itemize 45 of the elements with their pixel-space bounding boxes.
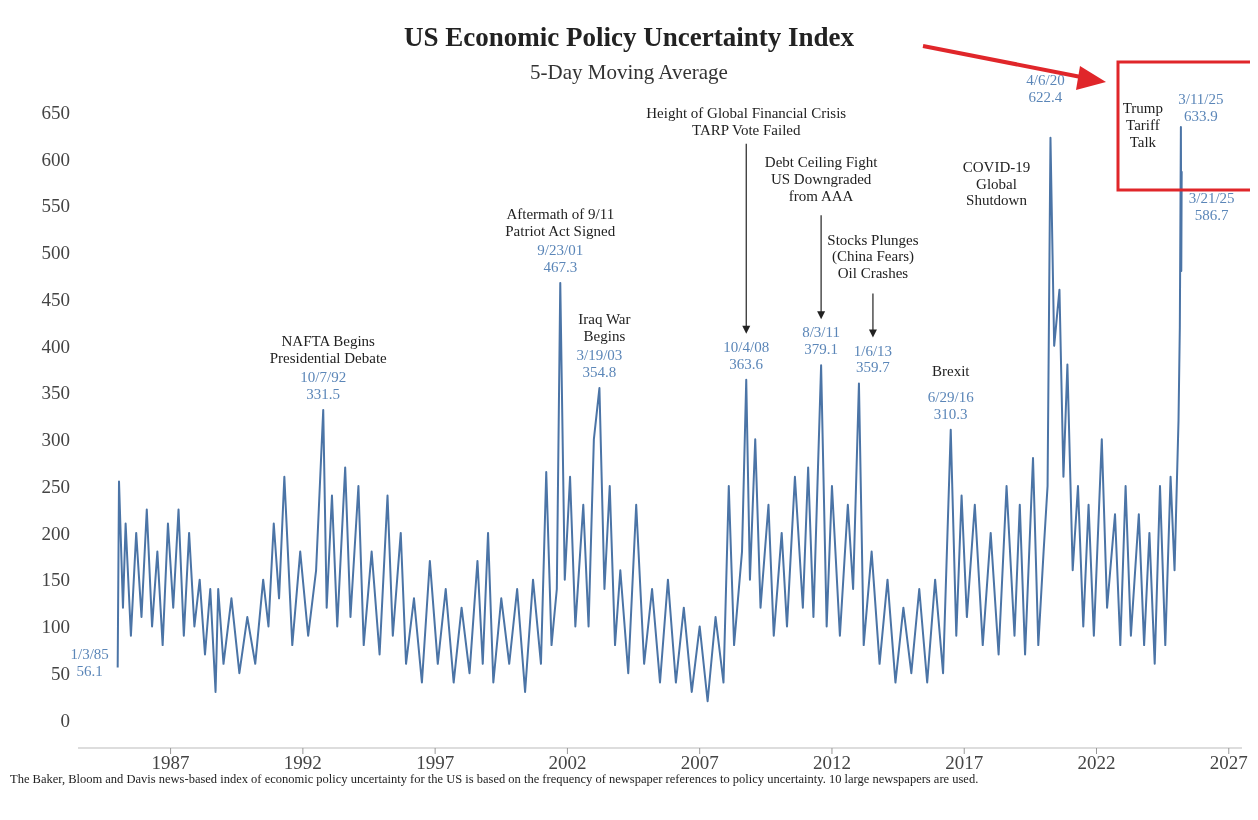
- y-tick-label: 150: [41, 569, 70, 591]
- annotation: Debt Ceiling Fight US Downgraded from AAA: [764, 154, 879, 204]
- annotation: 3/11/25 633.9: [1178, 91, 1224, 124]
- annotation: 1/3/85 56.1: [70, 646, 109, 680]
- y-tick-label: 300: [41, 429, 70, 451]
- x-tick-label: 1987: [151, 752, 190, 774]
- annotation: COVID-19 Global Shutdown: [962, 158, 1031, 209]
- annotation: 3/21/25 586.7: [1188, 190, 1235, 223]
- x-tick-label: 1992: [283, 752, 322, 774]
- y-tick-label: 400: [41, 335, 70, 357]
- annotation: Brexit 6/29/16 310.3: [927, 362, 975, 422]
- annotation: 10/7/92 331.5: [300, 368, 347, 402]
- x-tick-label: 2012: [812, 752, 851, 774]
- annotation: Aftermath of 9/11 Patriot Act Signed: [505, 205, 616, 239]
- annotation: NAFTA Begins Presidential Debate: [269, 332, 388, 366]
- annotation: 1/6/13 359.7: [853, 342, 893, 376]
- y-tick-label: 500: [41, 242, 70, 264]
- annotation: 9/23/01 467.3: [537, 241, 584, 275]
- chart-subtitle: 5-Day Moving Average: [530, 60, 728, 84]
- annotation: Trump Tariff Talk: [1122, 100, 1164, 150]
- y-tick-label: 250: [41, 475, 70, 497]
- y-tick-label: 200: [41, 522, 70, 544]
- x-tick-label: 2027: [1209, 752, 1248, 774]
- x-tick-label: 2002: [548, 752, 587, 774]
- annotation: Stocks Plunges (China Fears) Oil Crashes: [827, 231, 919, 282]
- chart-title: US Economic Policy Uncertainty Index: [403, 22, 855, 53]
- annotation: 3/19/03 354.8: [576, 347, 623, 380]
- y-tick-label: 450: [41, 288, 70, 310]
- y-tick-label: 50: [51, 662, 70, 684]
- x-tick-label: 2017: [945, 752, 984, 774]
- annotation: Height of Global Financial Crisis TARP Vote Failed: [646, 104, 847, 138]
- y-tick-label: 0: [60, 709, 70, 731]
- annotation: 4/6/20 622.4: [1026, 71, 1065, 105]
- annotation: 10/4/08 363.6: [723, 338, 770, 372]
- y-tick-label: 100: [41, 616, 70, 638]
- y-tick-label: 650: [41, 101, 70, 123]
- y-tick-label: 600: [41, 148, 70, 170]
- y-tick-label: 550: [41, 195, 70, 217]
- text: The Baker, Bloom and Davis news-based index of economic policy uncertainty for the US is based on the frequency of newspaper references to policy uncertainty. 10 large newspapers are used.: [10, 772, 980, 787]
- annotation: 8/3/11 379.1: [802, 324, 840, 358]
- annotation: Iraq War Begins: [578, 311, 631, 344]
- y-tick-label: 350: [41, 382, 70, 404]
- x-tick-label: 2022: [1077, 752, 1116, 774]
- x-tick-label: 1997: [416, 752, 455, 774]
- x-tick-label: 2007: [680, 752, 719, 774]
